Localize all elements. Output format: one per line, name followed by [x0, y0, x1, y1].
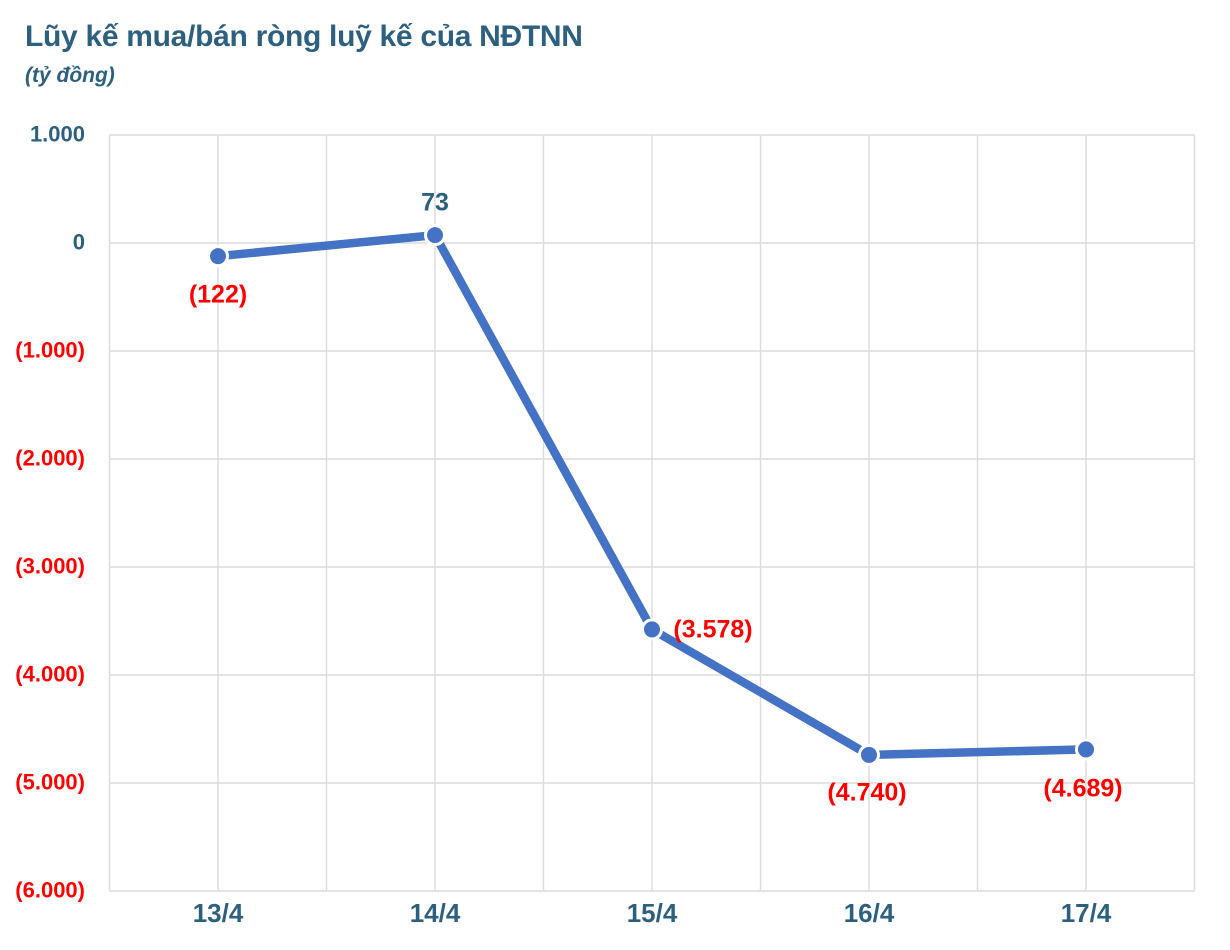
data-point-label: (4.740)	[827, 778, 907, 807]
data-point-label: (4.689)	[1043, 774, 1123, 803]
y-axis-tick-label: (1.000)	[15, 337, 85, 363]
data-point-marker	[424, 224, 446, 247]
data-point-label: (122)	[188, 280, 248, 309]
y-axis-tick-label: (4.000)	[15, 661, 85, 687]
chart-title: Lũy kế mua/bán ròng luỹ kế của NĐTNN	[25, 20, 583, 53]
data-point-marker	[207, 245, 229, 268]
x-axis-tick-label: 14/4	[409, 898, 461, 928]
x-axis-tick-label: 17/4	[1060, 898, 1112, 928]
chart-unit-label: (tỷ đồng)	[25, 64, 115, 87]
x-axis-tick-label: 15/4	[626, 898, 678, 928]
y-axis-tick-label: 0	[72, 229, 85, 255]
data-point-label: 73	[421, 188, 449, 217]
data-point-marker	[641, 618, 663, 641]
data-point-marker	[858, 743, 880, 766]
data-point-marker	[1075, 738, 1097, 761]
x-axis-tick-label: 16/4	[843, 898, 895, 928]
data-point-label: (3.578)	[673, 615, 753, 644]
y-axis-tick-label: (3.000)	[15, 553, 85, 579]
x-axis-tick-label: 13/4	[192, 898, 244, 928]
y-axis-tick-label: 1.000	[29, 121, 85, 147]
y-axis-tick-label: (2.000)	[15, 445, 85, 471]
data-point-markers	[207, 224, 1097, 766]
y-axis-tick-label: (5.000)	[15, 769, 85, 795]
y-axis-tick-label: (6.000)	[15, 877, 85, 903]
